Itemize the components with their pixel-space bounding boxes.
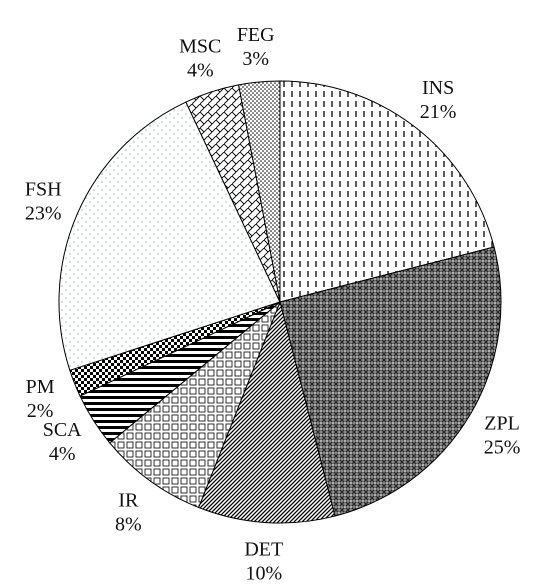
slice-value-label: 4% [49,443,76,465]
slice-value-label: 8% [115,514,142,536]
slice-label: PM 2% [26,376,55,422]
pie-slice [109,301,281,509]
slice-category: IR [118,490,139,512]
pie-slice [279,80,495,303]
slice-label: DET 10% [244,538,283,584]
slice-category: SCA [43,419,82,441]
slice-category: MSC [179,36,221,58]
slice-value-label: 3% [242,48,269,70]
slice-label: IR 8% [115,490,142,536]
slice-label: ZPL 25% [484,412,521,458]
slice-value-label: 21% [420,101,457,123]
slice-label: MSC 4% [179,36,221,82]
slice-category: FSH [25,179,62,201]
slice-label: INS 21% [420,77,457,123]
pie-slice [238,80,281,303]
slice-value-label: 2% [27,400,54,422]
slice-category: PM [26,376,55,398]
slice-value-label: 4% [187,60,214,82]
slice-category: FEG [237,24,275,46]
slice-label: SCA 4% [43,419,82,465]
slice-label: FSH 23% [25,179,62,225]
slice-category: INS [422,77,454,99]
slice-label: FEG 3% [237,24,275,70]
slice-value-label: 23% [25,203,62,225]
slice-value-label: 25% [484,436,521,458]
slice-category: DET [244,538,283,560]
pie-slice [279,246,502,517]
pie-slice [197,300,336,524]
slice-value-label: 10% [245,562,282,584]
slice-category: ZPL [484,412,520,434]
pie-slice [58,101,281,371]
